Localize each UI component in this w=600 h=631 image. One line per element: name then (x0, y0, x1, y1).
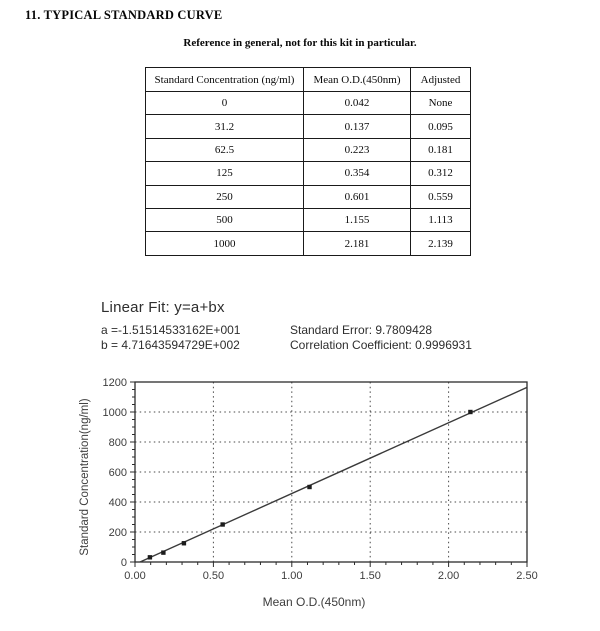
fit-intercept-a: a =-1.51514533162E+001 (101, 323, 241, 337)
table-row: 31.2 0.137 0.095 (145, 114, 471, 139)
table-cell: 0.042 (303, 90, 411, 116)
fit-correlation-coefficient: Correlation Coefficient: 0.9996931 (290, 338, 472, 352)
table-header-row: Standard Concentration (ng/ml) Mean O.D.(… (145, 67, 471, 92)
plot-border (134, 381, 528, 563)
x-axis-title: Mean O.D.(450nm) (263, 595, 366, 609)
x-tick-label: 1.00 (281, 570, 302, 582)
fit-standard-error: Standard Error: 9.7809428 (290, 323, 433, 337)
y-tick-label: 400 (109, 497, 127, 509)
data-point (181, 541, 187, 546)
table-row: 62.5 0.223 0.181 (145, 137, 471, 163)
table-cell: 2.139 (410, 231, 471, 256)
chart-axis-ticks (130, 381, 528, 567)
table-cell: 0 (145, 90, 304, 116)
data-point (161, 550, 166, 555)
fit-title: Linear Fit: y=a+bx (101, 299, 225, 316)
page-subtitle: Reference in general, not for this kit i… (183, 37, 417, 49)
table-cell: 500 (145, 207, 304, 233)
table-cell: 0.095 (410, 114, 471, 139)
data-point (468, 409, 473, 415)
y-axis-title: Standard Concentration(ng/ml) (79, 398, 91, 555)
fit-line (139, 386, 528, 563)
x-tick-label: 0.00 (124, 570, 145, 582)
linear-fit-block: Linear Fit: y=a+bx a =-1.51514533162E+00… (101, 299, 472, 353)
x-tick-label: 0.50 (203, 570, 224, 582)
chart-grid (135, 382, 527, 562)
table-header-cell: Standard Concentration (ng/ml) (145, 67, 304, 92)
table-cell: 125 (145, 161, 304, 186)
y-tick-label: 800 (109, 437, 127, 449)
data-point (147, 555, 153, 560)
page-title: 11. TYPICAL STANDARD CURVE (25, 8, 223, 22)
table-row: 500 1.155 1.113 (145, 207, 471, 233)
table-cell: 1000 (145, 231, 304, 256)
table-cell: 0.354 (303, 161, 411, 186)
table-cell: 0.559 (410, 184, 471, 209)
data-point (307, 484, 312, 490)
table-cell: 0.181 (410, 137, 471, 163)
fit-slope-b: b = 4.71643594729E+002 (101, 338, 240, 352)
table-cell: 250 (145, 184, 304, 209)
x-tick-labels: 0.00 0.50 1.00 1.50 2.00 2.50 (124, 570, 537, 582)
standards-table: Standard Concentration (ng/ml) Mean O.D.(… (145, 67, 471, 256)
table-cell: 0.601 (303, 184, 411, 209)
y-tick-label: 0 (121, 557, 127, 569)
table-cell: None (410, 90, 471, 116)
x-tick-label: 1.50 (359, 570, 380, 582)
table-row: 0 0.042 None (145, 90, 471, 116)
table-cell: 1.155 (303, 207, 411, 233)
table-header-cell: Adjusted (410, 67, 471, 92)
table-row: 250 0.601 0.559 (145, 184, 471, 209)
y-tick-label: 1200 (103, 377, 127, 389)
y-tick-label: 1000 (103, 407, 127, 419)
table-cell: 0.223 (303, 137, 411, 163)
table-row: 125 0.354 0.312 (145, 161, 471, 186)
table-header-cell: Mean O.D.(450nm) (303, 67, 411, 92)
x-tick-label: 2.00 (438, 570, 459, 582)
x-tick-label: 2.50 (516, 570, 537, 582)
y-tick-label: 600 (109, 467, 127, 479)
table-cell: 1.113 (410, 207, 471, 233)
table-cell: 2.181 (303, 231, 411, 256)
table-cell: 62.5 (145, 137, 304, 163)
table-cell: 31.2 (145, 114, 304, 139)
data-point (220, 522, 225, 527)
table-row: 1000 2.181 2.139 (145, 231, 471, 256)
y-tick-label: 200 (109, 527, 127, 539)
table-cell: 0.137 (303, 114, 411, 139)
data-points (147, 409, 473, 560)
table-cell: 0.312 (410, 161, 471, 186)
standard-curve-chart: 0.00 0.50 1.00 1.50 2.00 2.50 0 200 400 600 800 100… (79, 377, 538, 609)
y-tick-labels: 0 200 400 600 800 1000 1200 (103, 377, 127, 569)
